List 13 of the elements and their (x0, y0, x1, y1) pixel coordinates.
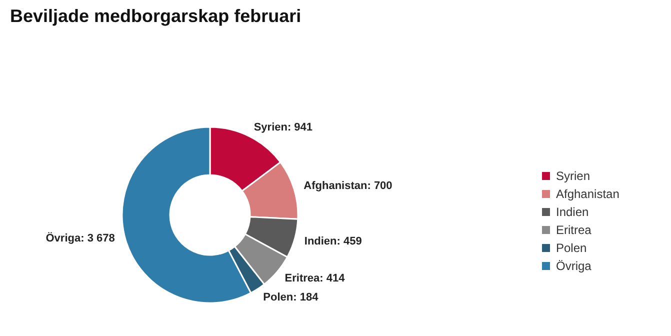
data-label: Syrien: 941 (254, 121, 313, 134)
data-label: Övriga: 3 678 (46, 231, 115, 244)
chart-title: Beviljade medborgarskap februari (10, 6, 302, 26)
legend-label: Afghanistan (556, 187, 620, 201)
data-label: Eritrea: 414 (284, 272, 346, 284)
legend-label: Övriga (556, 259, 592, 273)
legend-label: Eritrea (556, 223, 592, 237)
data-label: Polen: 184 (263, 291, 320, 304)
data-label: Indien: 459 (304, 235, 362, 248)
legend-label: Polen (556, 241, 587, 255)
legend-label: Syrien (556, 169, 590, 183)
legend-label: Indien (556, 205, 589, 219)
data-label: Afghanistan: 700 (304, 180, 392, 192)
